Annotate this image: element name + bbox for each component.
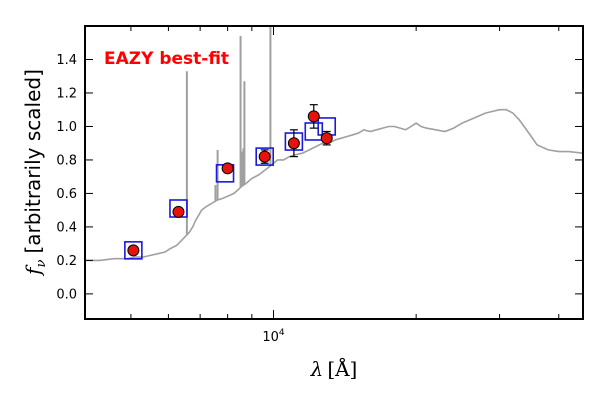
x-axis-title: λ [Å] [310, 356, 358, 381]
observed-photometry [127, 104, 333, 257]
observed-point [221, 162, 234, 175]
plot-area [85, 26, 583, 319]
observed-point [258, 150, 271, 163]
observed-point [320, 132, 333, 145]
x-tick-label: 104 [262, 328, 285, 345]
annotation-label: EAZY best-fit [104, 49, 229, 69]
observed-point [172, 205, 185, 218]
model-point [124, 241, 143, 260]
template-line [85, 108, 584, 262]
y-tick-label: 1.4 [56, 53, 77, 68]
y-tick-label: 1.2 [56, 86, 77, 101]
observed-point [287, 137, 300, 150]
y-tick-label: 0.4 [56, 220, 77, 235]
observed-point [127, 244, 140, 257]
y-tick-label: 1.0 [56, 120, 77, 135]
y-tick-label: 0.2 [56, 254, 77, 269]
observed-point [307, 110, 320, 123]
axis-ticks: 0.0 0.2 0.4 0.6 0.8 1.0 1.2 1.4 104 [56, 26, 583, 345]
y-tick-label: 0.6 [56, 187, 77, 202]
y-axis-title: fν[arbitrarily scaled] [21, 69, 49, 277]
model-point [255, 147, 275, 166]
y-tick-label: 0.0 [56, 287, 77, 302]
y-tick-label: 0.8 [56, 153, 77, 168]
plot-frame [84, 25, 584, 320]
